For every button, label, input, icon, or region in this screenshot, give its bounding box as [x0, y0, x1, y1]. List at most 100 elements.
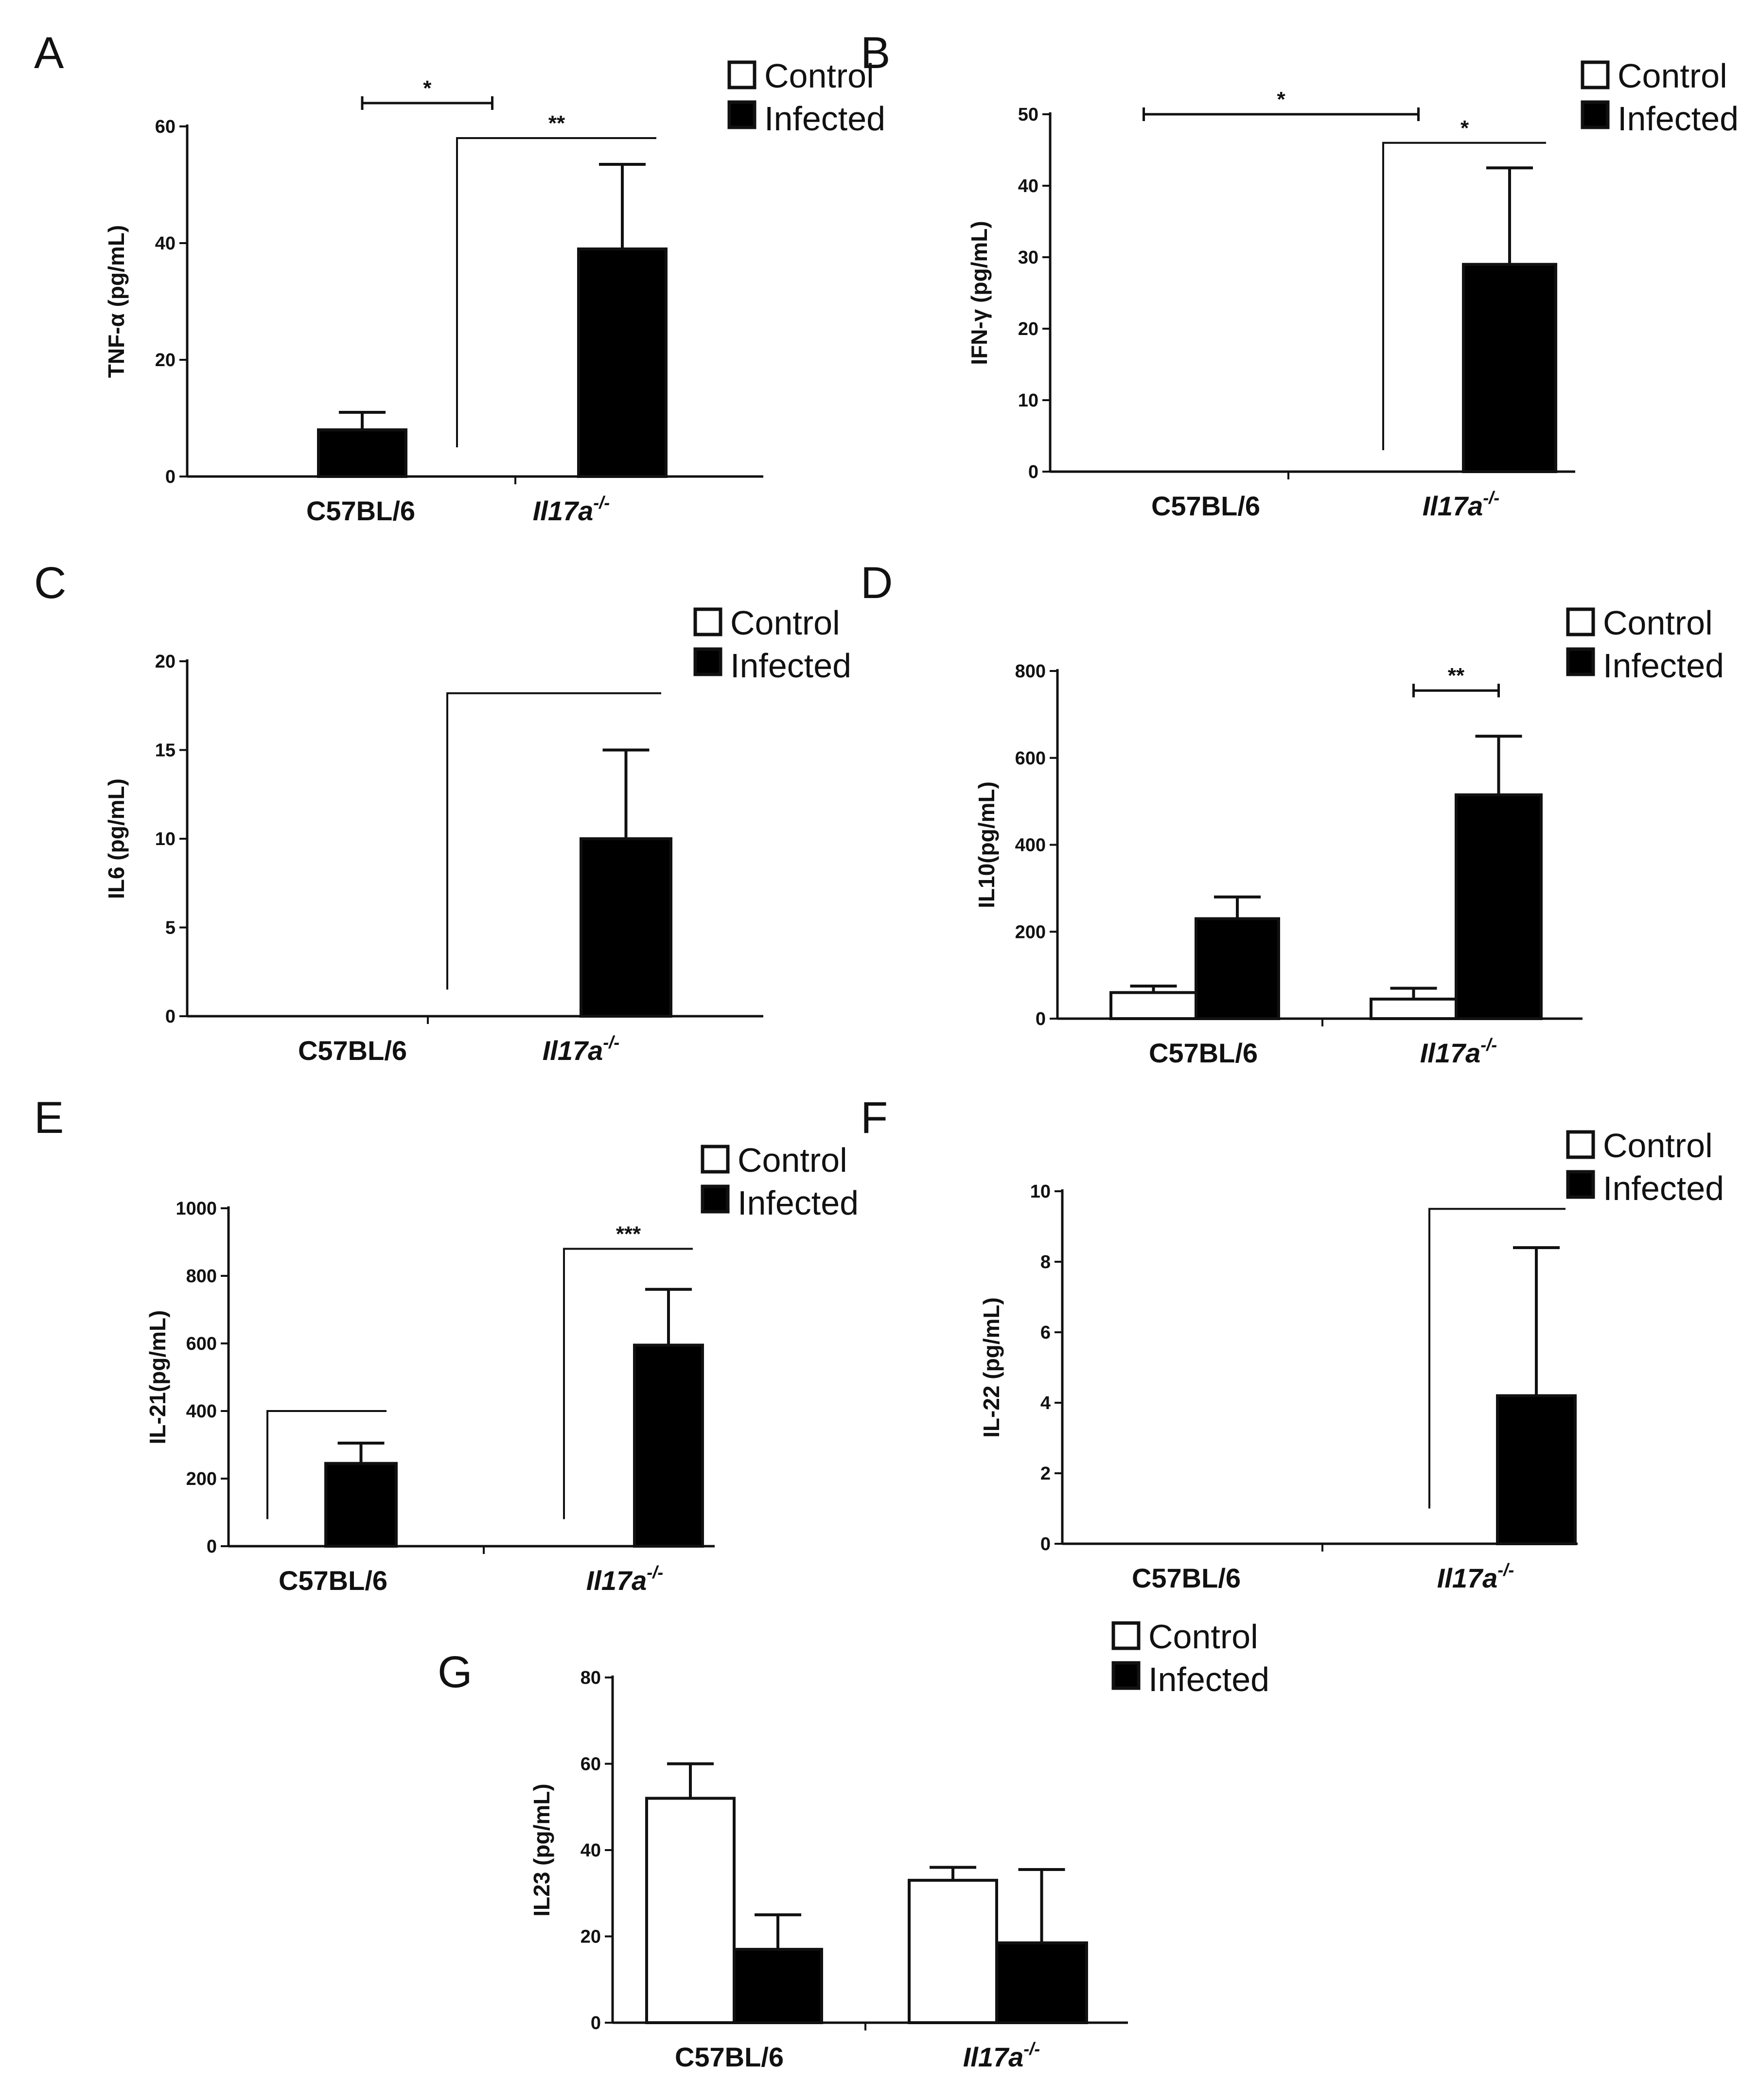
- y-tick-label: 0: [165, 467, 176, 487]
- y-tick-label: 10: [1030, 1182, 1051, 1202]
- significance-label: **: [1448, 664, 1465, 688]
- legend-label-infected: Infected: [764, 100, 885, 138]
- legend-swatch-control: [1581, 60, 1610, 89]
- y-axis-label: IL23 (pg/mL): [529, 1783, 554, 1916]
- legend-swatch-control: [1566, 607, 1595, 636]
- y-tick-label: 5: [165, 918, 176, 938]
- category-label-ko-sup: -/-: [603, 1032, 619, 1052]
- y-tick-label: 30: [1018, 247, 1038, 268]
- y-tick-label: 0: [1036, 1009, 1046, 1029]
- legend-label-infected: Infected: [1603, 1169, 1724, 1207]
- legend-swatch-infected: [1111, 1661, 1141, 1690]
- legend-swatch-control: [693, 607, 722, 636]
- legend-swatch-infected: [727, 100, 756, 129]
- legend-label-control: Control: [764, 57, 874, 95]
- legend-swatch-control: [1111, 1621, 1141, 1650]
- bar-infected-wt: [733, 1948, 823, 2024]
- legend-label-control: Control: [1603, 1127, 1713, 1165]
- legend-label-control: Control: [1618, 57, 1727, 95]
- bar-infected-ko: [633, 1343, 704, 1548]
- y-tick-label: 0: [165, 1006, 176, 1027]
- y-tick-label: 0: [1040, 1534, 1051, 1554]
- y-tick-label: 8: [1040, 1252, 1051, 1272]
- legend-swatch-infected: [1566, 647, 1595, 676]
- legend-swatch-infected: [701, 1184, 730, 1214]
- bar-control-wt: [645, 1797, 736, 2024]
- y-tick-label: 0: [591, 2013, 601, 2033]
- category-label-ko-sup: -/-: [1497, 1560, 1514, 1580]
- bar-infected-ko: [580, 837, 672, 1018]
- y-tick-label: 40: [580, 1840, 601, 1861]
- bar-infected-ko: [995, 1941, 1088, 2024]
- bar-infected-wt: [324, 1462, 398, 1548]
- panel-f: F 0 2 4 6 8 10 IL-22 (pg/mL) C57BL/6 Il17a-/- Cont…: [861, 1093, 1724, 1593]
- y-tick-label: 400: [186, 1401, 217, 1422]
- y-tick-label: 20: [155, 350, 176, 371]
- legend-label-infected: Infected: [738, 1184, 859, 1222]
- y-tick-label: 60: [580, 1754, 601, 1775]
- significance-bracket: [563, 1248, 693, 1519]
- bar-infected-ko: [1455, 793, 1543, 1020]
- y-tick-label: 80: [580, 1668, 601, 1688]
- y-tick-label: 60: [155, 117, 176, 137]
- y-axis-label: IL10(pg/mL): [974, 781, 999, 908]
- legend-label-infected: Infected: [730, 647, 851, 685]
- panel-letter: G: [438, 1647, 473, 1697]
- legend-swatch-infected: [1581, 100, 1610, 129]
- bar-infected-ko: [1496, 1394, 1577, 1545]
- y-tick-label: 20: [1018, 319, 1038, 339]
- category-label-ko-base: Il17a: [586, 1565, 647, 1596]
- legend-swatch-control: [701, 1145, 730, 1174]
- category-label-wt: C57BL/6: [306, 495, 415, 526]
- y-tick-label: 50: [1018, 105, 1038, 125]
- panel-b: B 0 10 20 30 40 50 IFN-γ (pg/mL) C57BL/6 Il17a-/-…: [861, 28, 1739, 521]
- panel-g: G 0 20 40 60 80 IL23 (pg/mL) C57BL/6 Il17a-/- Con…: [438, 1618, 1269, 2072]
- panel-letter: C: [34, 558, 66, 608]
- legend-swatch-control: [1566, 1130, 1595, 1159]
- bar-control-ko: [908, 1879, 998, 2024]
- legend-label-control: Control: [738, 1141, 847, 1179]
- category-label-wt: C57BL/6: [1132, 1563, 1241, 1593]
- y-tick-label: 6: [1040, 1323, 1051, 1343]
- category-label-wt: C57BL/6: [279, 1565, 387, 1596]
- category-label-ko: Il17a-/-: [963, 2039, 1040, 2072]
- significance-bracket: [456, 137, 656, 447]
- legend-label-infected: Infected: [1148, 1660, 1269, 1698]
- y-tick-label: 10: [155, 829, 176, 849]
- legend-label-infected: Infected: [1603, 647, 1724, 685]
- bar-control-ko: [1370, 997, 1458, 1020]
- y-tick-label: 10: [1018, 390, 1038, 411]
- category-label-wt: C57BL/6: [298, 1035, 407, 1066]
- category-label-wt: C57BL/6: [1149, 1038, 1258, 1068]
- bar-infected-wt: [317, 428, 407, 478]
- bar-infected-wt: [1195, 917, 1280, 1020]
- category-label-ko: Il17a-/-: [533, 493, 610, 526]
- panel-letter: E: [34, 1093, 64, 1143]
- legend-label-control: Control: [1148, 1618, 1258, 1656]
- legend-swatch-infected: [1566, 1170, 1595, 1199]
- category-label-ko-base: Il17a: [543, 1035, 603, 1066]
- legend-swatch-infected: [693, 647, 722, 676]
- legend-label-control: Control: [1603, 604, 1713, 642]
- panel-letter: D: [861, 558, 893, 608]
- category-label-ko-sup: -/-: [593, 493, 610, 512]
- significance-label: *: [1277, 88, 1285, 111]
- bar-infected-ko: [577, 247, 668, 478]
- bar-control-wt: [1109, 991, 1197, 1020]
- y-tick-label: 800: [186, 1266, 217, 1287]
- significance-label: ***: [616, 1222, 641, 1246]
- category-label-ko-sup: -/-: [1483, 488, 1499, 508]
- category-label-ko: Il17a-/-: [1420, 1035, 1497, 1068]
- significance-bracket: [266, 1410, 387, 1519]
- category-label-ko-sup: -/-: [647, 1562, 663, 1582]
- significance-bracket: [1382, 141, 1546, 450]
- significance-label: **: [548, 111, 565, 135]
- category-label-ko-sup: -/-: [1023, 2039, 1040, 2059]
- category-label-wt: C57BL/6: [1151, 491, 1260, 521]
- significance-label: *: [423, 76, 432, 100]
- y-tick-label: 400: [1015, 835, 1046, 856]
- category-label-ko-base: Il17a: [1437, 1563, 1498, 1593]
- y-axis-label: IL-21(pg/mL): [145, 1310, 170, 1445]
